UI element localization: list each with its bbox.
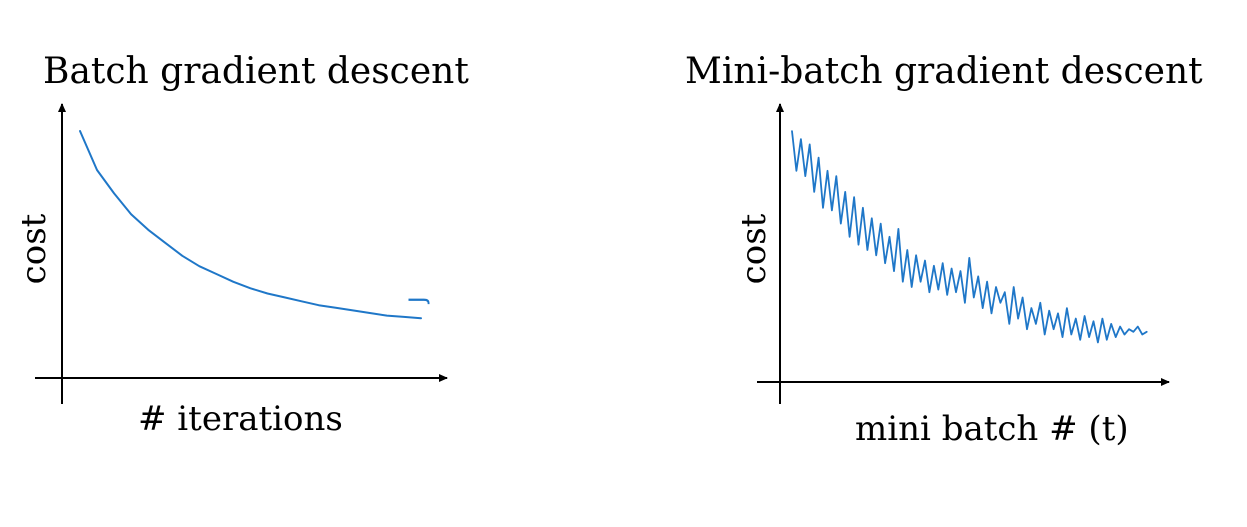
chart-title-minibatch: Mini-batch gradient descent [685, 51, 1203, 92]
x-axis-label-batch: # iterations [138, 399, 343, 439]
annotation-j: J [406, 297, 431, 306]
x-axis-label-minibatch: mini batch # (t) [855, 409, 1129, 449]
chart-title-batch: Batch gradient descent [43, 51, 469, 92]
series-line-minibatch [791, 130, 1148, 344]
series-line-batch [79, 130, 422, 320]
